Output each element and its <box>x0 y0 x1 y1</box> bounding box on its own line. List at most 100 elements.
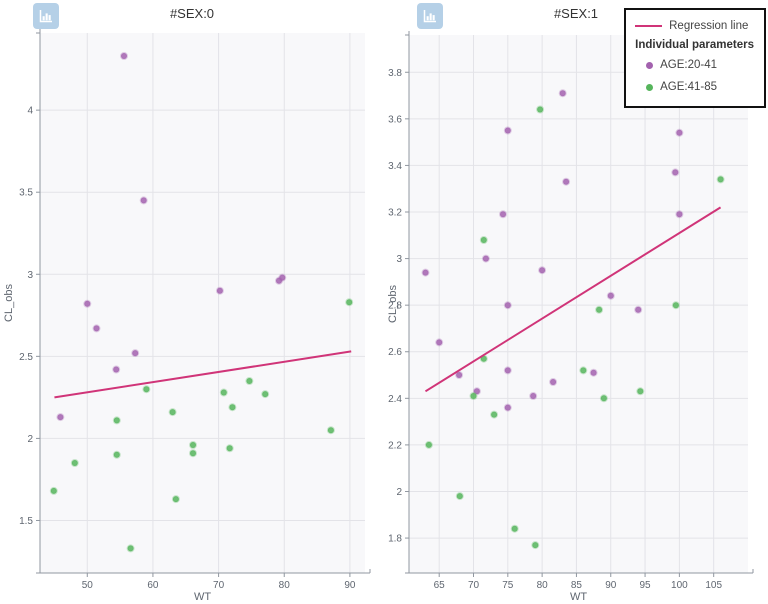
scatter-point <box>215 286 224 295</box>
scatter-chart-sex-1[interactable]: 65 70 75 80 85 90 95 100 105 1.8 2 2.2 2.4 2.6 2.8 3 3.2… <box>384 0 768 604</box>
chart-type-button[interactable] <box>417 3 443 29</box>
x-tick-label: 95 <box>640 580 652 591</box>
scatter-point <box>599 394 608 403</box>
scatter-point <box>503 366 512 375</box>
scatter-point <box>481 254 490 263</box>
scatter-point <box>261 390 270 399</box>
scatter-point <box>70 459 79 467</box>
x-tick-label: 80 <box>537 580 549 591</box>
legend-item-age-20-41[interactable]: AGE:20-41 <box>635 54 754 76</box>
scatter-point <box>636 387 645 396</box>
x-tick-label: 70 <box>213 580 225 591</box>
scatter-point <box>142 385 151 394</box>
scatter-point <box>675 210 684 219</box>
chart-legend: Regression line Individual parameters AG… <box>624 8 766 108</box>
legend-item-age-41-85[interactable]: AGE:41-85 <box>635 76 754 98</box>
scatter-point <box>579 366 588 375</box>
scatter-point <box>92 324 101 333</box>
x-tick-label: 105 <box>705 580 722 591</box>
regression-line-swatch <box>635 25 663 27</box>
scatter-point <box>83 299 92 308</box>
y-tick-label: 2.6 <box>388 347 402 358</box>
scatter-point <box>716 175 725 184</box>
scatter-point <box>558 89 567 98</box>
scatter-point <box>455 492 464 501</box>
scatter-point <box>503 126 512 135</box>
scatter-point <box>503 403 512 412</box>
y-tick-label: 3 <box>27 270 33 281</box>
scatter-point <box>49 486 58 495</box>
scatter-point <box>671 168 680 177</box>
scatter-point <box>345 298 354 307</box>
x-tick-label: 65 <box>434 580 446 591</box>
scatter-point <box>472 387 481 396</box>
x-tick-label: 100 <box>671 580 688 591</box>
x-tick-label: 90 <box>344 580 356 591</box>
scatter-point <box>278 273 287 282</box>
x-tick-label: 85 <box>571 580 583 591</box>
scatter-point <box>606 291 615 300</box>
scatter-point <box>56 413 65 422</box>
scatter-point <box>112 450 121 459</box>
y-tick-label: 3.2 <box>388 208 402 219</box>
scatter-point <box>112 365 121 374</box>
x-axis-title: WT <box>570 591 587 603</box>
scatter-point <box>225 444 234 453</box>
y-axis-title: CL_obs <box>3 284 15 322</box>
purple-dot-icon <box>646 61 654 69</box>
y-tick-label: 1.8 <box>388 534 402 545</box>
scatter-point <box>424 440 433 449</box>
scatter-chart-sex-0[interactable]: 50 60 70 80 90 1.5 2 2.5 3 3.5 4 WT CL_obs <box>0 0 384 604</box>
scatter-point <box>219 388 228 397</box>
scatter-point <box>168 408 177 417</box>
x-tick-label: 75 <box>502 580 514 591</box>
scatter-point <box>589 368 598 377</box>
scatter-point <box>228 403 237 412</box>
x-tick-label: 90 <box>605 580 617 591</box>
chart-type-button[interactable] <box>33 3 59 29</box>
y-tick-label: 3.4 <box>388 161 402 172</box>
legend-group-title: Individual parameters <box>635 39 754 51</box>
legend-label: AGE:20-41 <box>660 59 718 71</box>
scatter-point <box>112 416 121 425</box>
y-tick-label: 4 <box>27 106 33 117</box>
bar-chart-icon <box>39 10 52 23</box>
scatter-point <box>675 128 684 137</box>
legend-item-regression[interactable]: Regression line <box>635 16 754 36</box>
y-tick-label: 3.8 <box>388 68 402 79</box>
regression-line <box>424 206 722 393</box>
y-tick-label: 3 <box>396 254 402 265</box>
panel-sex-0: #SEX:0 50 60 70 80 90 1.5 2 2.5 3 3.5 4 WT CL_obs <box>0 0 384 604</box>
scatter-point <box>455 371 464 379</box>
scatter-point <box>671 301 680 310</box>
scatter-point <box>435 338 444 347</box>
x-axis-title: WT <box>194 591 211 603</box>
x-tick-label: 80 <box>279 580 291 591</box>
scatter-point <box>634 305 643 314</box>
scatter-point <box>531 541 540 550</box>
scatter-point <box>510 524 519 533</box>
scatter-point <box>421 268 430 277</box>
y-tick-label: 2.4 <box>388 394 402 405</box>
scatter-point <box>499 210 507 219</box>
y-tick-label: 2 <box>396 487 402 498</box>
regression-line <box>54 350 352 399</box>
scatter-point <box>549 378 558 386</box>
scatter-point <box>139 196 148 205</box>
plot-area[interactable] <box>40 33 365 573</box>
plot-area[interactable] <box>409 35 748 573</box>
y-tick-label: 2.2 <box>388 440 402 451</box>
bar-chart-icon <box>423 10 436 23</box>
scatter-point <box>562 177 571 186</box>
scatter-point <box>595 305 604 314</box>
scatter-point <box>490 410 499 419</box>
scatter-point <box>189 441 197 449</box>
scatter-point <box>536 105 545 114</box>
y-tick-label: 1.5 <box>19 516 33 527</box>
scatter-point <box>326 426 335 435</box>
scatter-point <box>529 392 538 400</box>
y-axis-title: CL_obs <box>387 285 399 323</box>
x-tick-label: 50 <box>82 580 94 591</box>
scatter-point <box>120 52 128 60</box>
